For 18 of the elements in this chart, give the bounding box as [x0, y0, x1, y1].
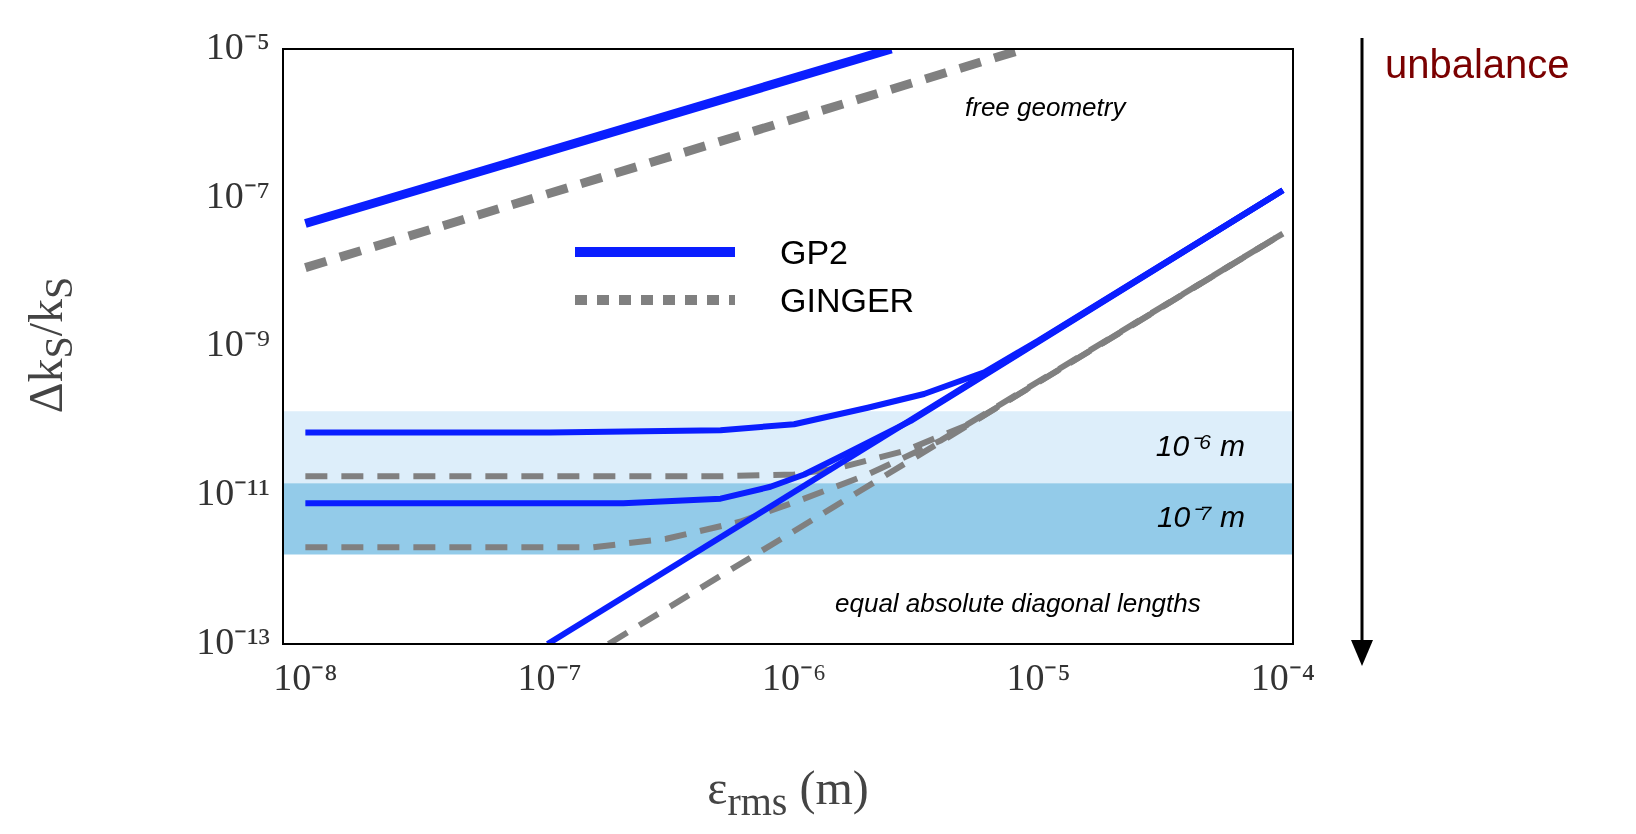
annotation: equal absolute diagonal lengths: [835, 588, 1201, 619]
legend-label: GP2: [780, 232, 849, 272]
x-tick-label: 10⁻⁸: [273, 655, 338, 698]
y-tick-label: 10⁻⁹: [205, 322, 270, 365]
y-tick-label: 10⁻⁷: [205, 173, 270, 216]
x-axis-title: ε$_{rms}$ (m): [707, 760, 869, 825]
x-tick-label: 10⁻⁶: [762, 655, 827, 698]
band-label: 10⁻⁶ m: [1155, 428, 1245, 462]
band-label: 10⁻⁷ m: [1156, 500, 1245, 534]
annotation: free geometry: [965, 92, 1126, 123]
y-tick-label: 10⁻¹³: [196, 619, 270, 662]
legend-label: GINGER: [780, 280, 915, 320]
x-tick-label: 10⁻⁵: [1006, 655, 1071, 698]
y-tick-label: 10⁻⁵: [205, 24, 270, 67]
x-tick-label: 10⁻⁴: [1250, 655, 1316, 698]
y-tick-label: 10⁻¹¹: [196, 471, 270, 514]
x-tick-label: 10⁻⁷: [517, 655, 582, 698]
text: unbalance: [1385, 42, 1570, 87]
